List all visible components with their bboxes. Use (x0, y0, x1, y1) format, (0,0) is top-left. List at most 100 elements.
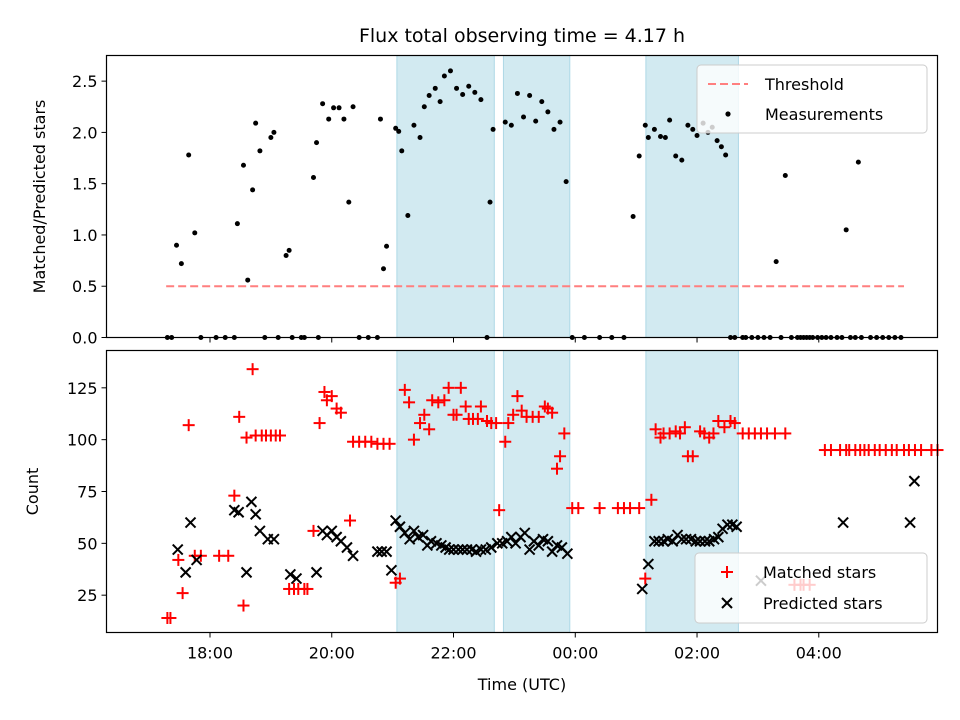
predicted-star-marker (249, 508, 262, 521)
matched-star-marker (418, 408, 431, 421)
x-tick-label: 00:00 (552, 644, 598, 663)
predicted-star-marker (636, 583, 648, 595)
predicted-star-marker (730, 521, 743, 533)
matched-star-marker (532, 410, 545, 423)
measurement-point (336, 105, 342, 111)
measurement-point (393, 125, 399, 131)
matched-star-marker (558, 427, 571, 440)
measurement-point (466, 83, 472, 89)
predicted-star-marker (347, 550, 359, 562)
matched-star-marker (182, 419, 195, 432)
measurement-point (773, 259, 779, 265)
matched-star-marker (398, 383, 411, 396)
predicted-star-marker (680, 533, 692, 545)
matched-star-marker (307, 524, 320, 537)
x-tick-label: 22:00 (430, 644, 476, 663)
measurement-point (630, 213, 636, 219)
matched-star-marker (673, 427, 686, 440)
bottom-panel: 25 50 75 100 125 18:00 20:00 22:00 00:00 02:00 04… (23, 349, 944, 694)
measurement-point (642, 122, 648, 128)
matched-star-marker (313, 417, 326, 430)
matched-star-marker (546, 406, 559, 419)
measurement-point (350, 104, 356, 110)
predicted-star-marker (371, 545, 384, 558)
matched-star-marker (414, 417, 427, 430)
matched-star-marker (403, 396, 416, 409)
predicted-star-marker (712, 531, 725, 543)
legend-measurements-label: Measurements (765, 105, 883, 124)
predicted-star-marker (505, 531, 518, 543)
matched-star-marker (707, 427, 720, 440)
measurement-point (487, 199, 493, 205)
predicted-star-marker (417, 529, 429, 541)
legend-matched-swatch (721, 566, 733, 578)
measurement-point (855, 159, 861, 165)
matched-star-marker (728, 417, 741, 430)
predicted-star-marker (491, 537, 504, 550)
bottom-panel-y-ticks: 25 50 75 100 125 (67, 379, 107, 605)
legend-predicted-swatch (721, 597, 733, 609)
predicted-star-marker (519, 527, 531, 539)
matched-star-marker (325, 390, 338, 403)
matched-star-marker (502, 417, 515, 430)
measurement-point (782, 172, 788, 178)
y-tick-label: 125 (67, 379, 98, 398)
matched-star-marker (233, 410, 246, 423)
measurement-point (441, 73, 447, 79)
measurement-point (432, 85, 438, 91)
top-panel-x-ticks (209, 337, 820, 343)
matched-star-marker (164, 611, 177, 624)
matched-star-marker (393, 572, 406, 585)
measurement-point (331, 105, 337, 111)
measurement-point (545, 109, 551, 115)
predicted-star-marker (523, 543, 536, 556)
predicted-star-marker (904, 516, 916, 529)
bottom-panel-x-ticks: 18:00 20:00 22:00 00:00 02:00 04:00 (187, 632, 842, 663)
matched-star-marker (334, 406, 347, 419)
matched-star-marker (274, 429, 287, 442)
measurement-point (673, 153, 679, 159)
bottom-panel-ylabel: Count (23, 468, 42, 516)
top-panel-ylabel: Matched/Predicted stars (30, 100, 49, 294)
matched-star-marker (779, 427, 792, 440)
measurement-point (245, 277, 251, 283)
measurement-point (399, 148, 405, 154)
matched-star-marker (240, 431, 253, 444)
matched-star-marker (678, 421, 691, 434)
measurement-point (557, 119, 563, 125)
matched-star-marker (237, 599, 250, 612)
legend-measurements-swatch (725, 111, 731, 117)
matched-star-marker (471, 412, 484, 425)
matched-star-marker (499, 435, 512, 448)
bottom-panel-legend: Matched stars Predicted stars (694, 552, 928, 624)
measurement-point (240, 162, 246, 168)
top-panel-legend: Threshold Measurements (696, 64, 928, 134)
measurement-point (514, 90, 520, 96)
x-axis-label: Time (UTC) (477, 675, 566, 694)
predicted-star-marker (561, 547, 574, 560)
measurement-point (341, 116, 347, 122)
x-tick-label: 20:00 (309, 644, 355, 663)
x-tick-label: 04:00 (796, 644, 842, 663)
measurement-point (426, 92, 432, 98)
matched-star-marker (712, 415, 725, 427)
predicted-star-marker (652, 535, 665, 547)
measurement-point (186, 152, 192, 158)
x-tick-label: 02:00 (674, 644, 720, 663)
y-tick-label: 1.5 (72, 175, 97, 194)
matched-star-marker (344, 514, 357, 527)
legend-threshold-label: Threshold (764, 75, 844, 94)
predicted-star-marker (385, 564, 398, 577)
predicted-star-marker (443, 543, 455, 556)
measurement-point (490, 126, 496, 132)
measurement-point (405, 212, 411, 218)
predicted-star-marker (184, 516, 197, 529)
measurement-point (384, 243, 390, 249)
measurement-point (314, 140, 320, 146)
measurement-point (411, 122, 417, 128)
predicted-star-marker (721, 518, 734, 531)
measurement-point (174, 242, 180, 248)
y-tick-label: 0.5 (72, 277, 97, 296)
shaded-window (396, 350, 495, 633)
predicted-star-marker (447, 543, 460, 556)
